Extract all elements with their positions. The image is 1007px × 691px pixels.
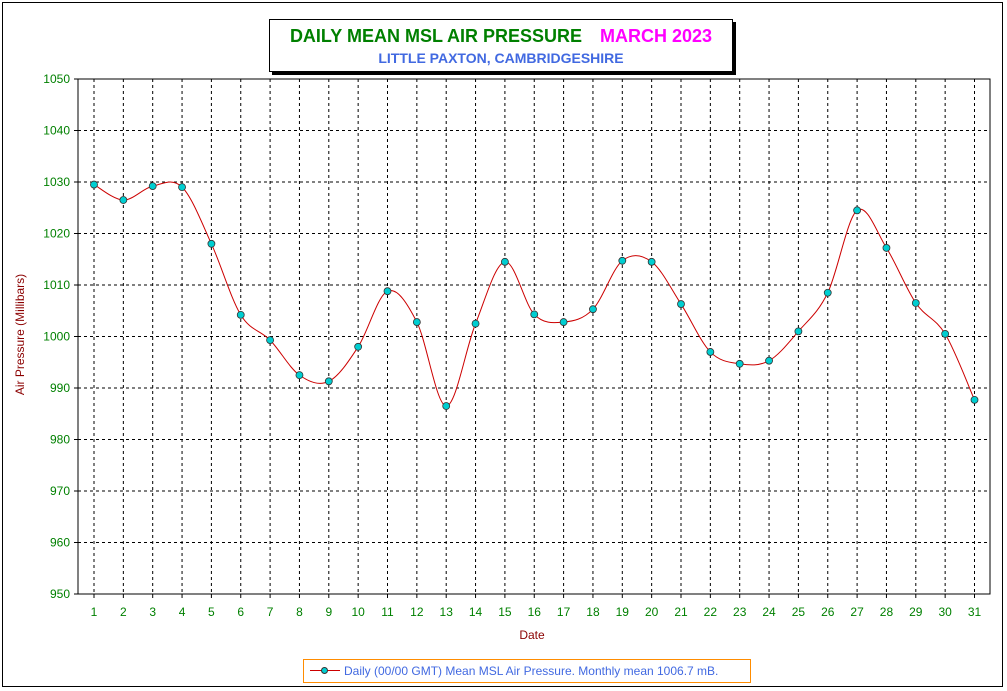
data-point bbox=[471, 319, 480, 328]
x-tick-label: 24 bbox=[762, 605, 776, 619]
x-tick-label: 1 bbox=[91, 605, 98, 619]
x-tick-label: 15 bbox=[498, 605, 512, 619]
data-point bbox=[589, 305, 597, 314]
x-tick-label: 26 bbox=[821, 605, 835, 619]
data-point bbox=[530, 310, 539, 319]
data-point bbox=[148, 182, 157, 191]
x-tick-label: 19 bbox=[616, 605, 630, 619]
x-tick-label: 13 bbox=[440, 605, 454, 619]
data-point bbox=[941, 330, 950, 338]
y-axis-label: Air Pressure (Millibars) bbox=[13, 274, 27, 395]
data-point bbox=[706, 348, 715, 356]
data-point bbox=[324, 377, 333, 386]
data-point bbox=[266, 336, 275, 345]
data-point bbox=[794, 327, 803, 336]
data-point bbox=[882, 244, 891, 252]
x-tick-label: 16 bbox=[528, 605, 542, 619]
x-tick-label: 31 bbox=[968, 605, 982, 619]
y-tick-label: 960 bbox=[50, 536, 70, 550]
data-point bbox=[383, 287, 392, 296]
chart-title-box: DAILY MEAN MSL AIR PRESSURE MARCH 2023 LI… bbox=[269, 19, 733, 72]
legend-swatch-icon bbox=[310, 665, 340, 677]
x-tick-label: 25 bbox=[792, 605, 806, 619]
data-point bbox=[765, 356, 773, 365]
x-tick-label: 30 bbox=[938, 605, 952, 619]
data-point bbox=[354, 342, 363, 351]
data-point bbox=[735, 359, 744, 368]
data-point bbox=[911, 299, 920, 307]
x-tick-label: 18 bbox=[586, 605, 600, 619]
x-axis-label: Date bbox=[519, 628, 545, 642]
x-tick-label: 22 bbox=[704, 605, 718, 619]
chart-title-main: DAILY MEAN MSL AIR PRESSURE bbox=[289, 26, 582, 46]
data-point bbox=[178, 183, 186, 192]
x-tick-label: 4 bbox=[179, 605, 186, 619]
y-tick-label: 1030 bbox=[43, 175, 70, 189]
x-tick-label: 11 bbox=[381, 605, 394, 619]
chart-title: DAILY MEAN MSL AIR PRESSURE MARCH 2023 bbox=[270, 26, 732, 47]
x-tick-label: 14 bbox=[469, 605, 483, 619]
data-point bbox=[618, 256, 627, 265]
y-tick-label: 1000 bbox=[43, 330, 70, 344]
x-tick-label: 7 bbox=[267, 605, 274, 619]
x-tick-label: 8 bbox=[296, 605, 303, 619]
x-tick-label: 23 bbox=[733, 605, 747, 619]
y-tick-label: 1020 bbox=[43, 227, 70, 241]
y-tick-label: 1010 bbox=[43, 278, 70, 292]
x-tick-label: 9 bbox=[325, 605, 332, 619]
data-point bbox=[90, 180, 98, 189]
y-tick-label: 980 bbox=[50, 433, 70, 447]
data-point bbox=[207, 239, 216, 248]
x-tick-label: 27 bbox=[850, 605, 864, 619]
data-point bbox=[412, 318, 421, 326]
x-tick-label: 21 bbox=[674, 605, 688, 619]
data-point bbox=[677, 300, 685, 308]
data-point bbox=[559, 318, 568, 326]
x-tick-label: 2 bbox=[120, 605, 127, 619]
x-tick-label: 6 bbox=[237, 605, 244, 619]
x-tick-label: 17 bbox=[557, 605, 571, 619]
legend-label: Daily (00/00 GMT) Mean MSL Air Pressure.… bbox=[344, 664, 719, 678]
x-tick-label: 28 bbox=[880, 605, 894, 619]
data-point bbox=[853, 206, 861, 215]
y-tick-label: 1040 bbox=[43, 124, 70, 138]
chart-legend: Daily (00/00 GMT) Mean MSL Air Pressure.… bbox=[303, 659, 751, 683]
chart-title-month: MARCH 2023 bbox=[600, 26, 713, 46]
data-point bbox=[823, 288, 832, 297]
data-point bbox=[970, 395, 979, 404]
data-point bbox=[647, 257, 656, 266]
data-point bbox=[295, 371, 304, 380]
chart-subtitle: LITTLE PAXTON, CAMBRIDGESHIRE bbox=[378, 50, 624, 66]
x-tick-label: 12 bbox=[410, 605, 424, 619]
y-tick-label: 970 bbox=[50, 484, 70, 498]
x-tick-label: 20 bbox=[645, 605, 659, 619]
y-tick-label: 950 bbox=[50, 587, 70, 601]
data-point bbox=[236, 310, 245, 319]
y-tick-label: 990 bbox=[50, 381, 70, 395]
y-tick-label: 1050 bbox=[43, 72, 70, 86]
data-point bbox=[500, 257, 509, 266]
x-tick-label: 10 bbox=[351, 605, 365, 619]
x-tick-label: 29 bbox=[909, 605, 923, 619]
x-tick-label: 5 bbox=[208, 605, 215, 619]
x-tick-label: 3 bbox=[149, 605, 156, 619]
data-point bbox=[442, 402, 451, 410]
data-point bbox=[119, 196, 128, 204]
